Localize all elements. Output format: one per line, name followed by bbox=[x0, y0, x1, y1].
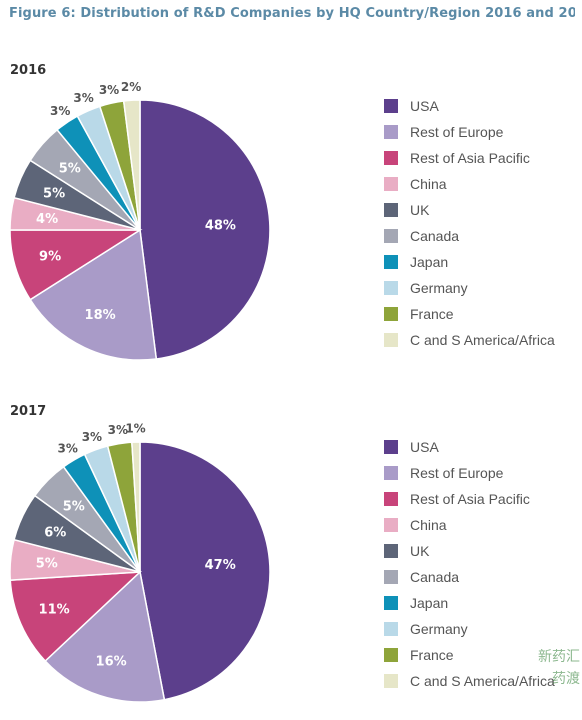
legend-swatch bbox=[384, 440, 398, 454]
legend-item-2016-germany: Germany bbox=[384, 275, 579, 301]
pie-chart-2017: 47%16%11%5%6%5%3%3% 3%1% bbox=[9, 422, 271, 703]
pie-slice-2017-rest-of-asia-pacific bbox=[9, 571, 143, 663]
legend-item-2017-c-and-s-america-africa: C and S America/Africa bbox=[384, 668, 579, 694]
chart-title-2017: 2017 bbox=[10, 404, 47, 419]
legend-label: C and S America/Africa bbox=[410, 673, 555, 689]
legend-swatch bbox=[384, 333, 398, 347]
legend-label: France bbox=[410, 647, 454, 663]
data-label-2016-canada: 5% bbox=[59, 162, 81, 177]
legend-swatch bbox=[384, 648, 398, 662]
chart-title-2016: 2016 bbox=[10, 63, 47, 78]
legend-label: USA bbox=[410, 439, 439, 455]
data-label-2016-usa: 48% bbox=[205, 218, 236, 233]
legend-label: Canada bbox=[410, 228, 460, 244]
data-label-2017-uk: 6% bbox=[44, 526, 66, 541]
pie-slice-2017-rest-of-europe bbox=[44, 570, 166, 703]
legend-item-2017-uk: UK bbox=[384, 538, 579, 564]
legend-item-2017-rest-of-asia-pacific: Rest of Asia Pacific bbox=[384, 486, 579, 512]
data-label-2017-c-and-s-america-africa: 1% bbox=[125, 422, 145, 436]
data-label-2016-france: 3% bbox=[99, 83, 119, 97]
legend-label: UK bbox=[410, 543, 430, 559]
data-label-2016-china: 4% bbox=[36, 212, 58, 227]
data-label-2017-canada: 5% bbox=[63, 499, 85, 514]
legend-swatch bbox=[384, 177, 398, 191]
legend-swatch bbox=[384, 307, 398, 321]
legend-swatch bbox=[384, 596, 398, 610]
watermark-line-1: 新药汇 bbox=[538, 649, 580, 665]
legend-label: China bbox=[410, 517, 447, 533]
legend-item-2017-france: France bbox=[384, 642, 579, 668]
pie-slice-2016-usa bbox=[139, 99, 271, 360]
legend-item-2017-usa: USA bbox=[384, 434, 579, 460]
pie-slice-2016-c-and-s-america-africa bbox=[122, 99, 141, 231]
legend-item-2017-rest-of-europe: Rest of Europe bbox=[384, 460, 579, 486]
legend-swatch bbox=[384, 99, 398, 113]
legend-swatch bbox=[384, 622, 398, 636]
data-label-2016-uk: 5% bbox=[43, 186, 65, 201]
data-label-2017-germany: 3% bbox=[82, 430, 102, 444]
data-label-2016-c-and-s-america-africa: 2% bbox=[121, 80, 141, 94]
legend-label: UK bbox=[410, 202, 430, 218]
legend-swatch bbox=[384, 151, 398, 165]
legend-item-2016-usa: USA bbox=[384, 93, 579, 119]
figure-title: Figure 6: Distribution of R&D Companies … bbox=[9, 6, 575, 21]
legend-label: China bbox=[410, 176, 447, 192]
legend-swatch bbox=[384, 518, 398, 532]
legend-label: Germany bbox=[410, 621, 468, 637]
data-label-2016-germany: 3% bbox=[73, 91, 93, 105]
data-label-2017-rest-of-europe: 16% bbox=[96, 655, 127, 670]
legend-label: C and S America/Africa bbox=[410, 332, 555, 348]
legend-item-2016-rest-of-europe: Rest of Europe bbox=[384, 119, 579, 145]
legend-swatch bbox=[384, 544, 398, 558]
legend-item-2017-china: China bbox=[384, 512, 579, 538]
legend-item-2016-china: China bbox=[384, 171, 579, 197]
data-label-2017-rest-of-asia-pacific: 11% bbox=[39, 603, 70, 618]
legend-item-2017-germany: Germany bbox=[384, 616, 579, 642]
legend-item-2016-japan: Japan bbox=[384, 249, 579, 275]
data-label-2017-usa: 47% bbox=[205, 558, 236, 573]
legend-label: Rest of Asia Pacific bbox=[410, 491, 530, 507]
legend-swatch bbox=[384, 255, 398, 269]
legend-label: Rest of Asia Pacific bbox=[410, 150, 530, 166]
watermark-line-2: 药渡 bbox=[552, 671, 580, 687]
legend-item-2016-france: France bbox=[384, 301, 579, 327]
data-label-2016-rest-of-europe: 18% bbox=[85, 308, 116, 323]
legend-swatch bbox=[384, 674, 398, 688]
legend-item-2016-rest-of-asia-pacific: Rest of Asia Pacific bbox=[384, 145, 579, 171]
legend-swatch bbox=[384, 570, 398, 584]
pie-chart-2016: 48%18%9%4%5%5%3%3%3% 2% bbox=[9, 80, 271, 361]
legend-item-2016-c-and-s-america-africa: C and S America/Africa bbox=[384, 327, 579, 353]
legend-label: USA bbox=[410, 98, 439, 114]
data-label-2016-japan: 3% bbox=[50, 104, 70, 118]
pie-slice-2017-c-and-s-america-africa bbox=[131, 441, 141, 573]
legend-swatch bbox=[384, 466, 398, 480]
legend-item-2016-uk: UK bbox=[384, 197, 579, 223]
legend-item-2017-canada: Canada bbox=[384, 564, 579, 590]
data-label-2017-china: 5% bbox=[36, 557, 58, 572]
legend-swatch bbox=[384, 492, 398, 506]
legend-label: Canada bbox=[410, 569, 460, 585]
legend-swatch bbox=[384, 125, 398, 139]
legend-item-2016-canada: Canada bbox=[384, 223, 579, 249]
legend-label: France bbox=[410, 306, 454, 322]
legend-label: Rest of Europe bbox=[410, 124, 504, 140]
legend-label: Rest of Europe bbox=[410, 465, 504, 481]
legend-2016: USA Rest of Europe Rest of Asia Pacific Chi… bbox=[384, 93, 579, 353]
legend-swatch bbox=[384, 281, 398, 295]
watermark-logo: 新药汇 药渡 bbox=[468, 646, 580, 702]
legend-label: Germany bbox=[410, 280, 468, 296]
data-label-2017-japan: 3% bbox=[58, 441, 78, 455]
legend-item-2017-japan: Japan bbox=[384, 590, 579, 616]
legend-swatch bbox=[384, 229, 398, 243]
legend-label: Japan bbox=[410, 254, 449, 270]
legend-label: Japan bbox=[410, 595, 449, 611]
data-label-2016-rest-of-asia-pacific: 9% bbox=[39, 250, 61, 265]
data-label-2017-france: 3% bbox=[108, 423, 128, 437]
legend-2017: USA Rest of Europe Rest of Asia Pacific Chi… bbox=[384, 434, 579, 694]
pie-slice-2017-usa bbox=[139, 441, 271, 701]
pie-slice-2016-rest-of-europe bbox=[29, 228, 158, 361]
legend-swatch bbox=[384, 203, 398, 217]
